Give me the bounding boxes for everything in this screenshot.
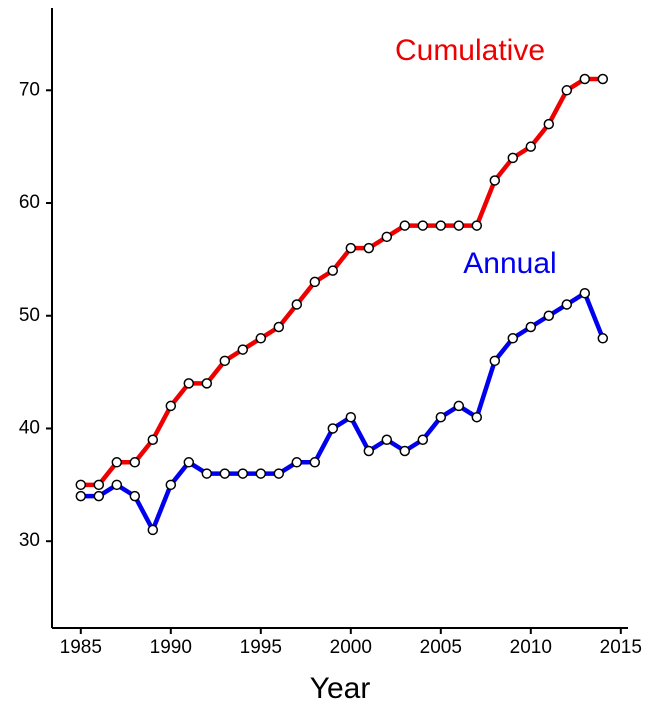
data-point [345, 411, 357, 423]
data-point [525, 141, 537, 152]
y-tick-label: 60 [19, 192, 40, 213]
data-point [255, 468, 267, 479]
data-point [237, 344, 249, 355]
x-tick-label: 1990 [150, 637, 192, 658]
data-point [471, 220, 483, 231]
data-point [93, 490, 105, 502]
series-label: Cumulative [395, 34, 545, 67]
y-tick-label: 40 [19, 417, 40, 438]
x-tick-label: 1995 [240, 637, 282, 658]
data-point [309, 457, 321, 468]
x-tick-label: 2010 [510, 637, 552, 658]
data-point [75, 490, 87, 502]
data-point [417, 434, 429, 445]
x-tick-label: 1985 [60, 637, 102, 658]
data-point [291, 299, 303, 310]
data-point [147, 434, 159, 445]
x-tick-label: 2015 [600, 637, 642, 658]
data-point [489, 175, 501, 186]
data-point [219, 355, 231, 367]
data-point [345, 242, 357, 254]
data-point [183, 378, 195, 389]
data-point [237, 468, 249, 479]
data-point [327, 423, 339, 434]
y-tick-label: 50 [19, 305, 40, 326]
data-point [579, 73, 591, 85]
data-point [291, 457, 303, 468]
data-point [435, 220, 447, 231]
data-point [363, 242, 375, 254]
x-tick-label: 2000 [330, 637, 372, 658]
data-point [165, 400, 177, 412]
data-point [381, 434, 393, 445]
data-point [75, 479, 87, 491]
data-point [579, 287, 591, 299]
y-tick-label: 30 [19, 530, 40, 551]
data-point [165, 479, 177, 491]
data-point [471, 411, 483, 423]
data-point [507, 333, 519, 344]
data-point [453, 220, 465, 231]
data-point [561, 299, 573, 310]
data-point [201, 378, 213, 389]
data-point [111, 479, 123, 491]
data-point [597, 73, 609, 85]
data-point [255, 333, 267, 344]
data-point [363, 445, 375, 457]
data-point [273, 468, 285, 479]
data-point [219, 468, 231, 479]
x-tick-label: 2005 [420, 637, 462, 658]
data-point [327, 265, 339, 276]
data-point [561, 85, 573, 96]
series-line [80, 290, 605, 533]
series-label: Annual [463, 247, 556, 280]
data-point [129, 490, 141, 502]
data-point [435, 411, 447, 423]
data-point [183, 457, 195, 468]
data-point [381, 231, 393, 243]
data-point [93, 479, 105, 491]
data-point [507, 152, 519, 164]
data-point [273, 321, 285, 333]
data-point [129, 457, 141, 468]
data-point [543, 310, 555, 321]
data-point [147, 524, 159, 536]
data-point [489, 355, 501, 367]
data-point [399, 220, 411, 231]
y-tick-label: 70 [19, 79, 40, 100]
data-point [399, 445, 411, 457]
data-point [453, 400, 465, 412]
data-point [525, 321, 537, 333]
data-point [309, 276, 321, 288]
data-point [111, 457, 123, 468]
data-point [417, 220, 429, 231]
x-axis-label: Year [310, 672, 371, 705]
data-point [201, 468, 213, 479]
data-point [543, 118, 555, 130]
data-point [597, 333, 609, 344]
